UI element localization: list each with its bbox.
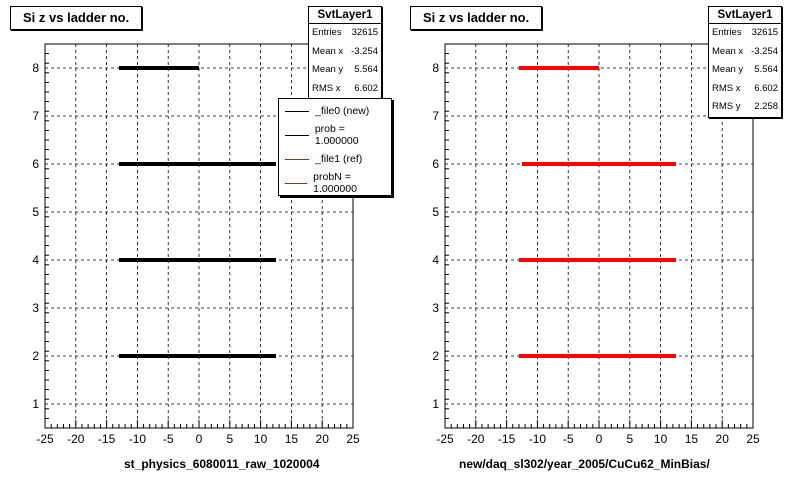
stats-row-mean-y: Mean y 5.564 [312, 64, 378, 75]
legend-entry-probn: probN = 1.000000 [279, 171, 391, 195]
stats-row-rms-x: RMS x 6.602 [312, 82, 378, 94]
data-band [118, 162, 276, 166]
legend-box[interactable]: _file0 (new) prob = 1.000000 _file1 (ref… [278, 98, 392, 196]
stats-row-entries: Entries 32615 [712, 27, 778, 38]
data-band [518, 66, 599, 70]
stats-box[interactable]: SvtLayer1 Entries 32615 Mean x -3.254 Mean… [708, 6, 782, 118]
stats-row-mean-y: Mean y 5.564 [712, 64, 778, 75]
x-tick-label: 10 [254, 432, 268, 446]
left-panel: -25 -20 -15 -10 -5 0 5 10 15 20 25 1 2 3 4 5 6 7 8 Si z vs… [10, 6, 392, 471]
x-tick-label: -25 [36, 432, 54, 446]
legend-line-icon [285, 158, 309, 160]
x-tick-label: -10 [129, 432, 147, 446]
x-tick-label: 0 [596, 432, 603, 446]
y-tick-label: 7 [32, 109, 39, 123]
stats-box[interactable]: SvtLayer1 Entries 32615 Mean x -3.254 Mean… [308, 6, 382, 99]
x-tick-label: -15 [498, 432, 516, 446]
x-tick-label: 25 [746, 432, 760, 446]
legend-entry-file0: _file0 (new) [279, 99, 391, 123]
y-tick-label: 1 [32, 397, 39, 411]
stats-title: SvtLayer1 [309, 7, 381, 24]
data-band [518, 354, 676, 358]
y-tick-label: 4 [432, 253, 439, 267]
x-tick-label: 20 [716, 432, 730, 446]
legend-line-icon [285, 134, 309, 136]
stats-title: SvtLayer1 [709, 7, 781, 24]
y-tick-label: 8 [432, 61, 439, 75]
x-axis-title: st_physics_6080011_raw_1020004 [124, 457, 320, 471]
y-tick-label: 2 [32, 349, 39, 363]
x-tick-label: -10 [529, 432, 547, 446]
stats-row-entries: Entries 32615 [312, 27, 378, 38]
y-tick-label: 4 [32, 253, 39, 267]
stats-row-mean-x: Mean x -3.254 [712, 45, 778, 57]
x-tick-label: 20 [316, 432, 330, 446]
y-tick-label: 3 [32, 301, 39, 315]
y-tick-label: 8 [32, 61, 39, 75]
legend-line-icon [285, 110, 309, 112]
stats-row-rms-y: RMS y 2.258 [712, 101, 778, 112]
y-tick-label: 7 [432, 109, 439, 123]
x-tick-label: -5 [163, 432, 174, 446]
plot-title: Si z vs ladder no. [10, 6, 143, 30]
plot-title: Si z vs ladder no. [410, 6, 543, 30]
y-tick-label: 6 [432, 157, 439, 171]
legend-entry-prob: prob = 1.000000 [279, 123, 391, 147]
legend-entry-file1: _file1 (ref) [279, 147, 391, 171]
right-plot: -25 -20 -15 -10 -5 0 5 10 15 20 25 1 2 3 4 5 6 7 8 [432, 43, 760, 446]
stats-row-mean-x: Mean x -3.254 [312, 45, 378, 57]
data-band [522, 162, 676, 166]
y-tick-label: 3 [432, 301, 439, 315]
stats-row-rms-x: RMS x 6.602 [712, 82, 778, 94]
x-tick-label: 10 [654, 432, 668, 446]
legend-line-icon [285, 182, 308, 184]
x-tick-label: -20 [467, 432, 485, 446]
data-band [118, 258, 276, 262]
y-tick-label: 1 [432, 397, 439, 411]
y-tick-label: 5 [432, 205, 439, 219]
x-tick-label: -20 [67, 432, 85, 446]
x-tick-label: 5 [626, 432, 633, 446]
y-tick-label: 2 [432, 349, 439, 363]
x-tick-label: -15 [98, 432, 116, 446]
x-tick-label: -25 [436, 432, 454, 446]
x-tick-label: 25 [346, 432, 360, 446]
data-band [518, 258, 676, 262]
x-tick-label: 15 [285, 432, 299, 446]
y-tick-label: 6 [32, 157, 39, 171]
data-band [118, 354, 276, 358]
x-tick-label: 0 [196, 432, 203, 446]
data-band [118, 66, 199, 70]
x-tick-label: -5 [563, 432, 574, 446]
x-tick-label: 5 [226, 432, 233, 446]
x-axis-title: new/daq_sl302/year_2005/CuCu62_MinBias/ [459, 457, 710, 471]
y-tick-label: 5 [32, 205, 39, 219]
right-panel: -25 -20 -15 -10 -5 0 5 10 15 20 25 1 2 3 4 5 6 7 8 Si z vs… [400, 0, 800, 480]
x-tick-label: 15 [685, 432, 699, 446]
